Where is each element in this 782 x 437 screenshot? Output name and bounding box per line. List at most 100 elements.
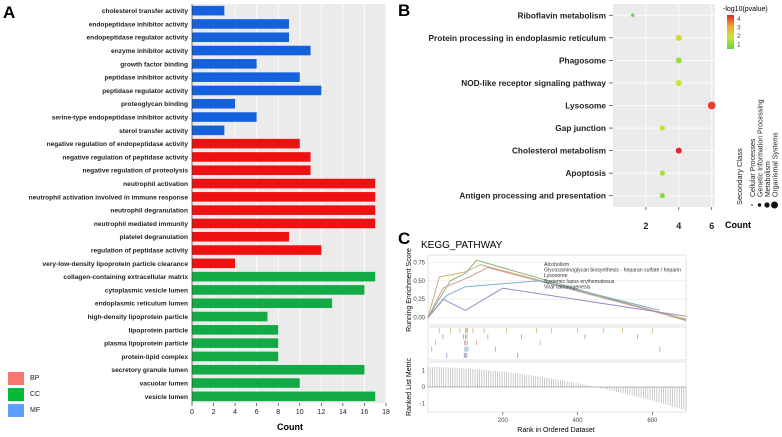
panel-a-legend-label: MF (30, 406, 41, 414)
panel-b-point (659, 125, 665, 131)
panel-a-category-label: endopeptidase regulator activity (87, 35, 189, 42)
panel-a-bar (192, 85, 322, 96)
panel-c-metric-ytick-label: 1 (422, 368, 426, 374)
panel-b-xlabel: Count (725, 220, 751, 230)
panel-b-term-label: NOD-like receptor signaling pathway (461, 78, 606, 88)
size-legend-title: Secondary Class (735, 148, 744, 205)
panel-a-bar (192, 192, 376, 202)
panel-c-ytick-label: 0.50 (413, 279, 425, 285)
panel-c-title: KEGG_PATHWAY (421, 240, 503, 251)
panel-a-category-label: peptidase inhibitor activity (104, 75, 188, 82)
panel-a-plot-background (192, 4, 386, 403)
panel-b-term-label: Gap junction (555, 123, 606, 133)
panel-a-category-label: cholesterol transfer activity (102, 8, 188, 15)
panel-a-bar (192, 325, 279, 335)
panel-a-bar (192, 351, 279, 362)
panel-c-xtick-label: 600 (647, 418, 658, 424)
panel-a-xlabel: Count (277, 422, 303, 432)
panel-b-point (675, 34, 682, 41)
panel-a-bar (192, 32, 289, 43)
panel-label-a: A (3, 3, 15, 22)
panel-a-bar (192, 311, 268, 322)
size-legend-dot (757, 203, 762, 207)
panel-a-category-label: platelet degranulation (119, 234, 188, 241)
panel-a-xtick-label: 0 (190, 409, 194, 416)
panel-a-bar (192, 218, 376, 229)
panel-b-term-label: Lysosome (565, 101, 606, 111)
panel-a-category-label: serine-type endopeptidase inhibitor acti… (52, 114, 189, 121)
panel-a-bar (192, 205, 376, 215)
panel-a-legend-swatch (8, 371, 24, 385)
panel-a-category-label: collagen-containing extracellular matrix (63, 274, 188, 281)
panel-a-category-label: negative regulation of endopeptidase act… (47, 141, 189, 148)
colorbar-title: -log10(pvalue) (723, 6, 768, 13)
panel-a-bar (192, 178, 376, 189)
panel-a-category-label: endoplasmic reticulum lumen (95, 301, 188, 308)
colorbar-tick-label: 1 (737, 42, 741, 49)
size-legend-dot (764, 202, 770, 208)
panel-a-category-label: growth factor binding (120, 61, 188, 68)
panel-b-dot-plot: Riboflavin metabolism Protein processing … (429, 4, 780, 231)
panel-a-category-label: endopeptidase inhibitor activity (89, 21, 189, 28)
panel-a-bar (192, 45, 311, 56)
panel-a-category-label: neutrophil mediated immunity (94, 221, 188, 228)
panel-a-category-label: neutrophil activation (123, 181, 188, 188)
size-legend-label: Metabolism (765, 161, 772, 197)
colorbar-tick-label: 2 (737, 33, 741, 40)
panel-c-legend-label: Systemic lupus erythematosus (544, 279, 615, 285)
panel-a-bar (192, 378, 300, 388)
panel-a-category-label: regulation of peptidase activity (91, 247, 188, 254)
panel-a-bar (192, 338, 279, 348)
size-legend-dot (751, 204, 753, 206)
panel-c-ylabel-top: Running Enrichment Score (406, 248, 413, 332)
panel-c-gsea-plot: KEGG_PATHWAY 0.00 0.25 0.50 0.75 1 0 -1 200 40… (406, 240, 687, 434)
panel-a-bar (192, 391, 376, 402)
panel-a-bar (192, 165, 311, 176)
panel-a-category-label: lipoprotein particle (129, 327, 189, 334)
panel-a-legend-swatch (8, 403, 24, 417)
panel-c-legend-label: Glycosaminoglycan biosynthesis - heparan… (544, 268, 681, 274)
panel-a-bar (192, 298, 333, 309)
panel-c-series-line (427, 287, 687, 318)
panel-a-bar (192, 138, 300, 149)
colorbar-tick-label: 4 (737, 16, 741, 23)
panel-c-legend-label: Lysosome (544, 273, 568, 279)
panel-a-xtick-label: 12 (317, 409, 325, 416)
panel-a-category-label: plasma lipoprotein particle (104, 341, 188, 348)
panel-b-point (659, 193, 665, 199)
panel-a-category-label: sterol transfer activity (119, 128, 188, 135)
panel-b-xtick-label: 2 (643, 221, 648, 231)
panel-c-hits-frame (427, 326, 687, 361)
panel-c-ytick-label: 0.25 (413, 297, 425, 303)
panel-c-xtick-label: 400 (573, 418, 584, 424)
panel-a-category-label: vacuolar lumen (140, 380, 188, 387)
panel-a-xtick-label: 6 (255, 409, 259, 416)
panel-c-metric-ytick-label: 0 (422, 385, 426, 391)
size-legend-label: Organismal Systems (773, 132, 780, 197)
panel-a-bar (192, 112, 257, 122)
panel-a-xtick-label: 18 (382, 409, 390, 416)
panel-a-category-label: negative regulation of proteolysis (82, 168, 188, 175)
panel-a-bar (192, 231, 289, 242)
panel-c-legend-label: Viral carcinogenesis (544, 284, 591, 290)
panel-a-category-label: neutrophil activation involved in immune… (29, 194, 189, 201)
panel-a-xtick-label: 10 (296, 409, 304, 416)
panel-a-legend-item: CC (8, 386, 68, 402)
panel-a-category-label: peptidase regulator activity (102, 88, 188, 95)
panel-a-bar (192, 258, 236, 269)
panel-a-bar (192, 125, 225, 136)
panel-a-legend-swatch (8, 387, 24, 401)
panel-a-legend-label: BP (30, 374, 40, 382)
panel-a-legend-item: MF (8, 402, 68, 418)
panel-b-term-label: Phagosome (559, 55, 606, 65)
size-legend-label: Cellular Processes (750, 138, 757, 197)
panel-a-category-label: high-density lipoprotein particle (88, 314, 189, 321)
panel-c-xlabel: Rank in Ordered Dataset (517, 427, 594, 434)
panel-c-xtick-label: 200 (498, 418, 509, 424)
panel-b-term-label: Riboflavin metabolism (517, 10, 606, 20)
panel-a-xtick-label: 8 (276, 409, 280, 416)
panel-a-xtick-label: 2 (212, 409, 216, 416)
panel-c-ytick-label: 0.00 (413, 316, 425, 322)
panel-c-series-line (427, 259, 687, 322)
colorbar-tick-label: 3 (737, 25, 741, 32)
